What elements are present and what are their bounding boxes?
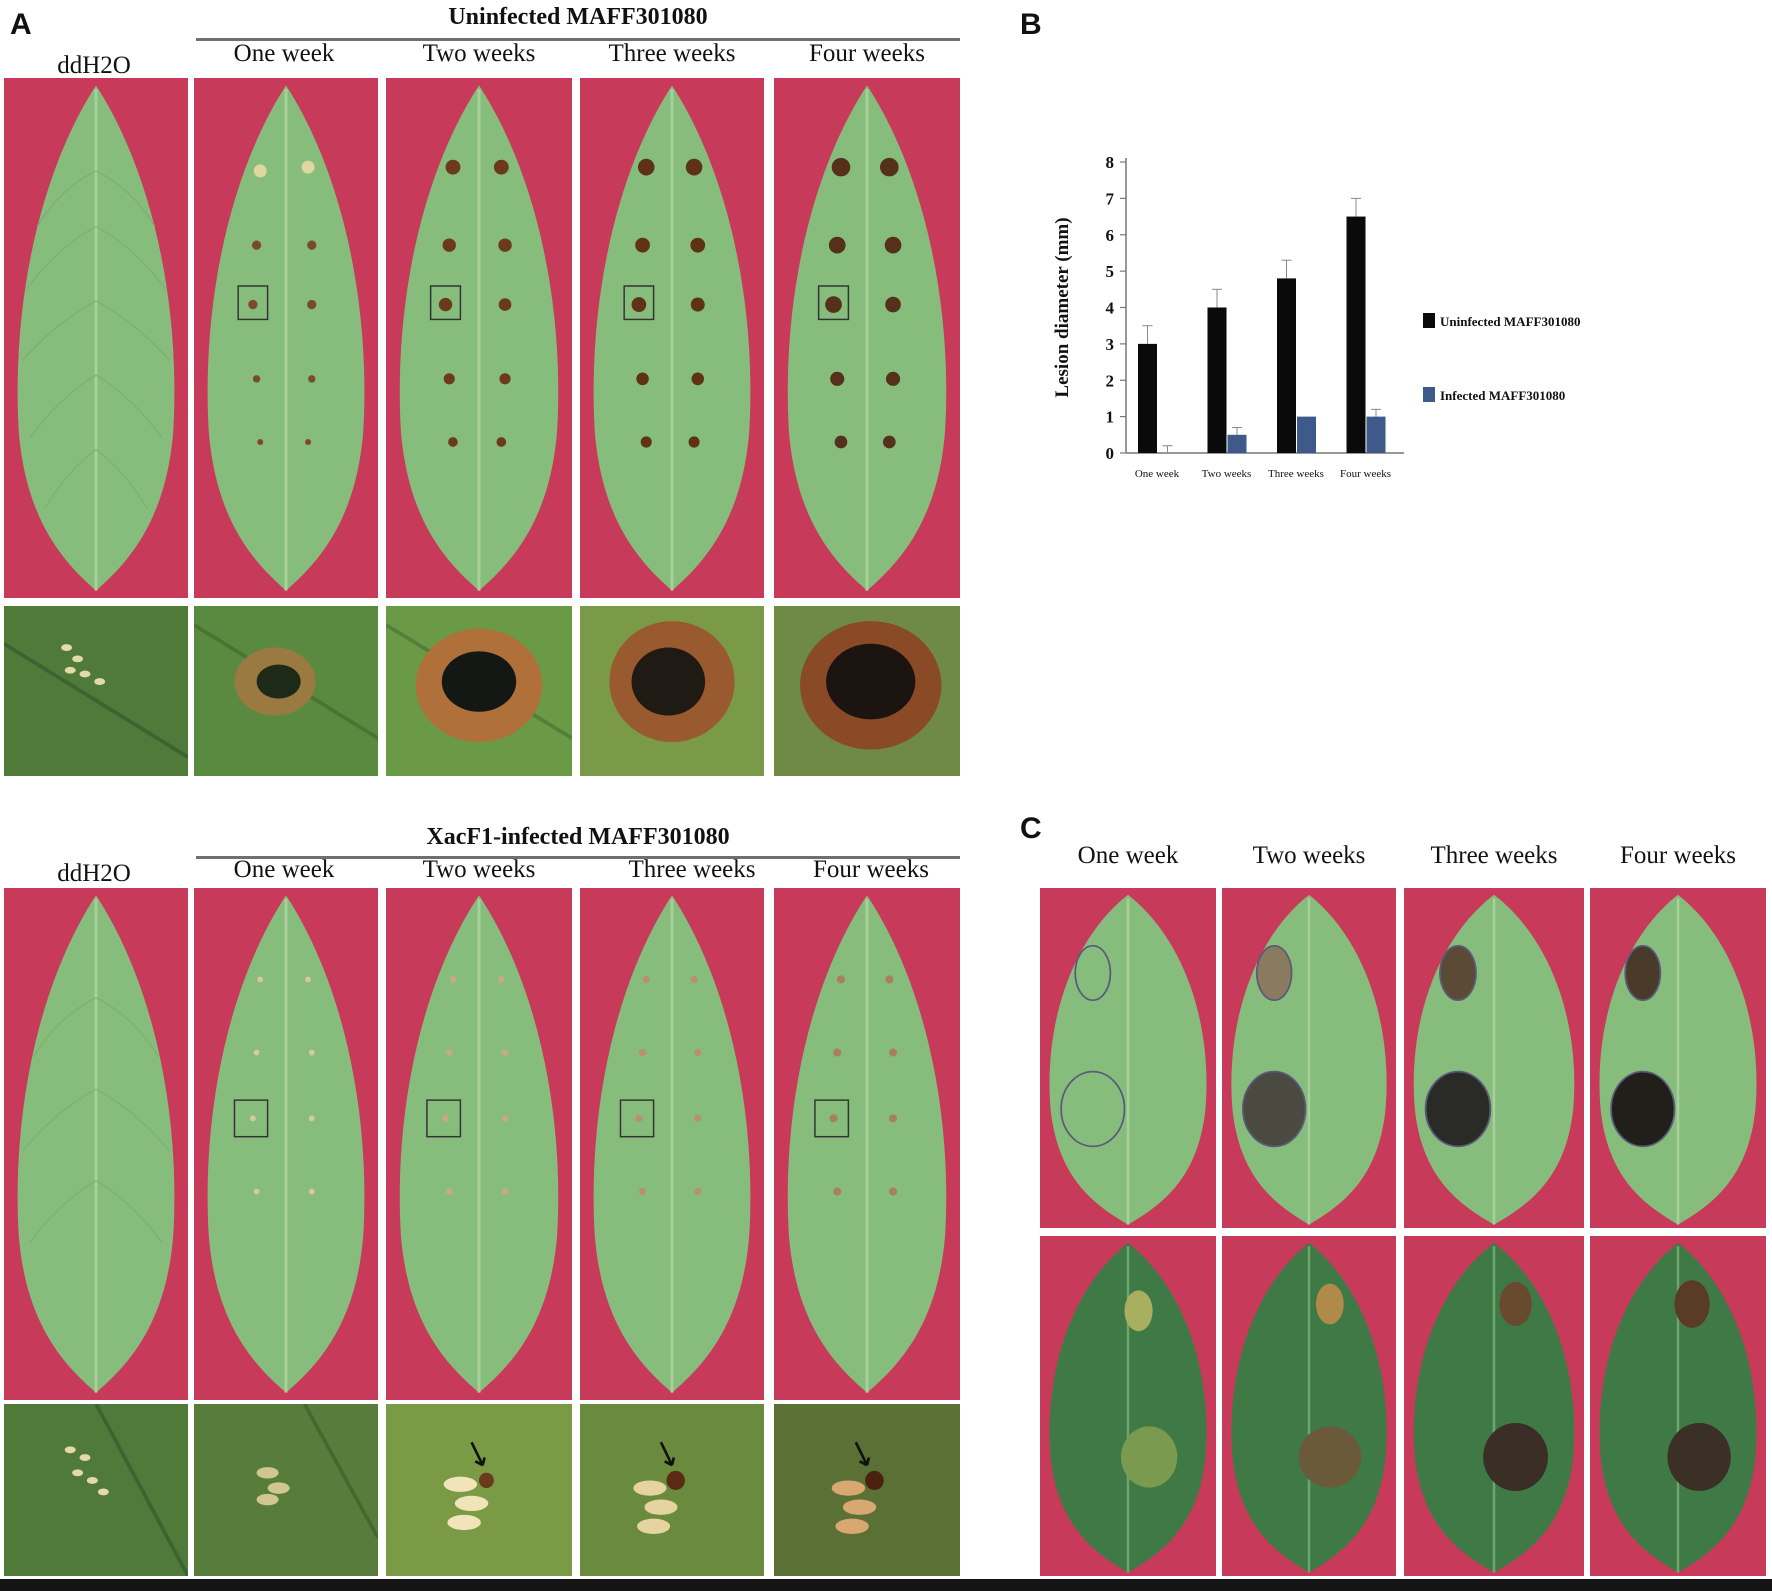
panel-c-letter: C xyxy=(1020,812,1042,845)
bar-0-0 xyxy=(1138,343,1157,453)
infected-col-three-weeks: Three weeks xyxy=(628,856,756,883)
bar-0-1 xyxy=(1207,307,1227,453)
panel-c-col-four-weeks: Four weeks xyxy=(1620,842,1736,869)
leaf-photo-uninfected-ddh2o xyxy=(4,78,188,598)
infected-col-one-week: One week xyxy=(233,856,335,883)
panel-c-leaf-front-three-weeks xyxy=(1404,1236,1584,1576)
bar-1-1 xyxy=(1227,434,1247,453)
leaf-photo-infected-four-weeks xyxy=(774,888,960,1400)
legend-label-0: Uninfected MAFF301080 xyxy=(1440,314,1580,329)
x-tick-label-3: Four weeks xyxy=(1340,468,1391,480)
closeup-uninfected-two-weeks xyxy=(386,606,572,776)
y-tick-label-1: 1 xyxy=(1106,408,1115,427)
uninfected-col-ddh2o: ddH2O xyxy=(57,52,131,79)
uninfected-group-title: Uninfected MAFF301080 xyxy=(448,4,708,30)
closeup-uninfected-one-week xyxy=(194,606,378,776)
uninfected-col-four-weeks: Four weeks xyxy=(809,40,925,67)
x-tick-label-0: One week xyxy=(1135,468,1180,480)
leaf-photo-uninfected-one-week xyxy=(194,78,378,598)
panel-c-col-three-weeks: Three weeks xyxy=(1430,842,1558,869)
uninfected-group-rule xyxy=(196,38,960,41)
bar-0-2 xyxy=(1277,278,1296,453)
lesion-chart-svg: 0 1 2 3 4 5 6 7 8 Lesion diameter (mm) One week Two… xyxy=(1052,153,1580,480)
closeup-infected-ddh2o xyxy=(4,1404,188,1576)
closeup-uninfected-three-weeks xyxy=(580,606,764,776)
closeup-infected-four-weeks xyxy=(774,1404,960,1576)
leaf-photo-infected-one-week xyxy=(194,888,378,1400)
closeup-uninfected-four-weeks xyxy=(774,606,960,776)
lesion-diameter-chart: 0 1 2 3 4 5 6 7 8 Lesion diameter (mm) One week Two… xyxy=(1020,150,1580,550)
bar-0-3 xyxy=(1346,216,1366,453)
panel-c-leaf-back-four-weeks xyxy=(1590,888,1766,1228)
leaf-photo-infected-three-weeks xyxy=(580,888,764,1400)
infected-col-ddh2o: ddH2O xyxy=(57,860,131,887)
bar-1-2 xyxy=(1297,416,1316,453)
legend-label-1: Infected MAFF301080 xyxy=(1440,388,1565,403)
y-tick-label-3: 3 xyxy=(1106,335,1115,354)
infected-group-title: XacF1-infected MAFF301080 xyxy=(426,824,730,850)
panel-c-col-one-week: One week xyxy=(1077,842,1179,869)
panel-c-col-two-weeks: Two weeks xyxy=(1252,842,1366,869)
infected-col-four-weeks: Four weeks xyxy=(813,856,929,883)
panel-c-leaf-back-two-weeks xyxy=(1222,888,1396,1228)
uninfected-col-one-week: One week xyxy=(233,40,335,67)
panel-a-letter: A xyxy=(10,8,32,41)
leaf-photo-uninfected-two-weeks xyxy=(386,78,572,598)
y-tick-label-0: 0 xyxy=(1106,444,1115,463)
legend-swatch-1 xyxy=(1423,387,1435,402)
legend-swatch-0 xyxy=(1423,313,1435,328)
x-tick-label-2: Three weeks xyxy=(1268,468,1324,480)
closeup-infected-two-weeks xyxy=(386,1404,572,1576)
panel-c-leaf-back-one-week xyxy=(1040,888,1216,1228)
leaf-photo-uninfected-four-weeks xyxy=(774,78,960,598)
leaf-photo-uninfected-three-weeks xyxy=(580,78,764,598)
panel-c-leaf-front-two-weeks xyxy=(1222,1236,1396,1576)
closeup-uninfected-ddh2o xyxy=(4,606,188,776)
x-tick-label-1: Two weeks xyxy=(1202,468,1252,480)
y-tick-label-8: 8 xyxy=(1106,153,1115,172)
closeup-infected-three-weeks xyxy=(580,1404,764,1576)
y-tick-label-6: 6 xyxy=(1106,226,1115,245)
y-tick-label-7: 7 xyxy=(1106,189,1115,208)
panel-b-letter: B xyxy=(1020,8,1042,41)
y-tick-label-2: 2 xyxy=(1106,371,1115,390)
y-tick-label-4: 4 xyxy=(1106,299,1115,318)
panel-c-leaf-front-one-week xyxy=(1040,1236,1216,1576)
uninfected-col-three-weeks: Three weeks xyxy=(608,40,736,67)
closeup-infected-one-week xyxy=(194,1404,378,1576)
infected-col-two-weeks: Two weeks xyxy=(422,856,536,883)
panel-c-leaf-back-three-weeks xyxy=(1404,888,1584,1228)
y-axis-title: Lesion diameter (mm) xyxy=(1052,217,1073,397)
infected-group-rule xyxy=(196,856,960,859)
bottom-border xyxy=(0,1579,1772,1591)
leaf-photo-infected-two-weeks xyxy=(386,888,572,1400)
leaf-photo-infected-ddh2o xyxy=(4,888,188,1400)
uninfected-col-two-weeks: Two weeks xyxy=(422,40,536,67)
panel-c-leaf-front-four-weeks xyxy=(1590,1236,1766,1576)
bar-1-3 xyxy=(1366,416,1386,453)
y-tick-label-5: 5 xyxy=(1106,262,1115,281)
